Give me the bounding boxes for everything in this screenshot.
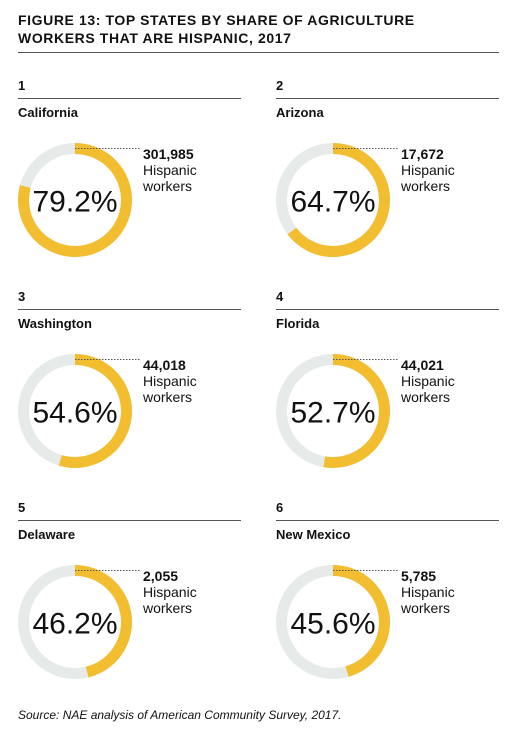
rank: 1	[18, 78, 26, 93]
rank: 6	[276, 500, 284, 515]
rank: 2	[276, 78, 284, 93]
panel-rule	[18, 309, 241, 310]
state-panel: 6 New Mexico 45.6% 5,785 Hispanic workers	[276, 500, 499, 705]
source-note: Source: NAE analysis of American Communi…	[18, 708, 342, 722]
worker-count: 301,985	[143, 146, 194, 162]
donut-value-label: 79.2%	[32, 186, 117, 219]
figure-title: FIGURE 13: TOP STATES BY SHARE OF AGRICU…	[18, 12, 415, 46]
donut-arc	[18, 143, 132, 257]
panel-rule	[276, 98, 499, 99]
donut-chart: 52.7%	[276, 354, 398, 468]
worker-label: Hispanic workers	[143, 162, 197, 194]
state-panel: 1 California 79.2% 301,985 Hispanic workers	[18, 78, 241, 283]
donut-arc	[332, 565, 390, 677]
worker-count: 5,785	[401, 568, 437, 584]
donut-arc	[287, 143, 390, 257]
state-panel: 4 Florida 52.7% 44,021 Hispanic workers	[276, 289, 499, 494]
state-name: Delaware	[18, 527, 76, 542]
worker-count: 2,055	[143, 568, 179, 584]
donut-value-label: 52.7%	[290, 397, 375, 430]
donut-chart: 64.7%	[276, 143, 398, 257]
donut-value-label: 64.7%	[290, 186, 375, 219]
donut-value-label: 54.6%	[32, 397, 117, 430]
state-name: New Mexico	[276, 527, 351, 542]
state-name: California	[18, 105, 78, 120]
panel-rule	[276, 520, 499, 521]
panel-rule	[276, 309, 499, 310]
worker-label: Hispanic workers	[143, 373, 197, 405]
worker-count: 17,672	[401, 146, 444, 162]
donut-arc	[58, 354, 132, 468]
state-panel: 5 Delaware 46.2% 2,055 Hispanic workers	[18, 500, 241, 705]
donut-chart: 45.6%	[276, 565, 398, 679]
state-name: Washington	[18, 316, 92, 331]
panel-rule	[18, 98, 241, 99]
state-name: Arizona	[276, 105, 324, 120]
rank: 5	[18, 500, 26, 515]
state-panel: 2 Arizona 64.7% 17,672 Hispanic workers	[276, 78, 499, 283]
donut-arc	[74, 565, 132, 678]
worker-count: 44,018	[143, 357, 186, 373]
state-panel: 3 Washington 54.6% 44,018 Hispanic workers	[18, 289, 241, 494]
worker-count: 44,021	[401, 357, 444, 373]
panel-rule	[18, 520, 241, 521]
donut-chart: 54.6%	[18, 354, 140, 468]
title-rule	[18, 52, 499, 53]
donut-chart: 79.2%	[18, 143, 140, 257]
rank: 3	[18, 289, 26, 304]
worker-label: Hispanic workers	[401, 162, 455, 194]
donut-arc	[323, 354, 390, 468]
donut-chart: 46.2%	[18, 565, 140, 679]
worker-label: Hispanic workers	[143, 584, 197, 616]
donut-value-label: 45.6%	[290, 608, 375, 641]
worker-label: Hispanic workers	[401, 373, 455, 405]
donut-value-label: 46.2%	[32, 608, 117, 641]
state-name: Florida	[276, 316, 320, 331]
worker-label: Hispanic workers	[401, 584, 455, 616]
rank: 4	[276, 289, 284, 304]
